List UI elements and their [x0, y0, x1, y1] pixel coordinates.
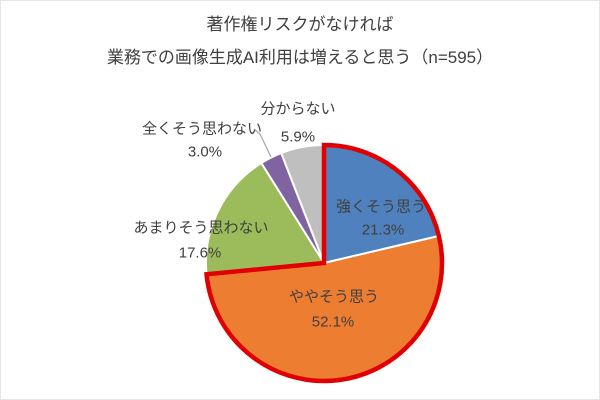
chart-title: 著作権リスクがなければ 業務での画像生成AI利用は増えると思う（n=595）: [1, 8, 599, 74]
chart-title-line1: 著作権リスクがなければ: [206, 15, 394, 34]
leader-line-not-at-all: [253, 128, 272, 158]
chart-title-line2: 業務での画像生成AI利用は増えると思う（n=595）: [106, 48, 494, 67]
pie-slice-not-really: [205, 162, 325, 276]
highlight-outline: [204, 142, 445, 384]
